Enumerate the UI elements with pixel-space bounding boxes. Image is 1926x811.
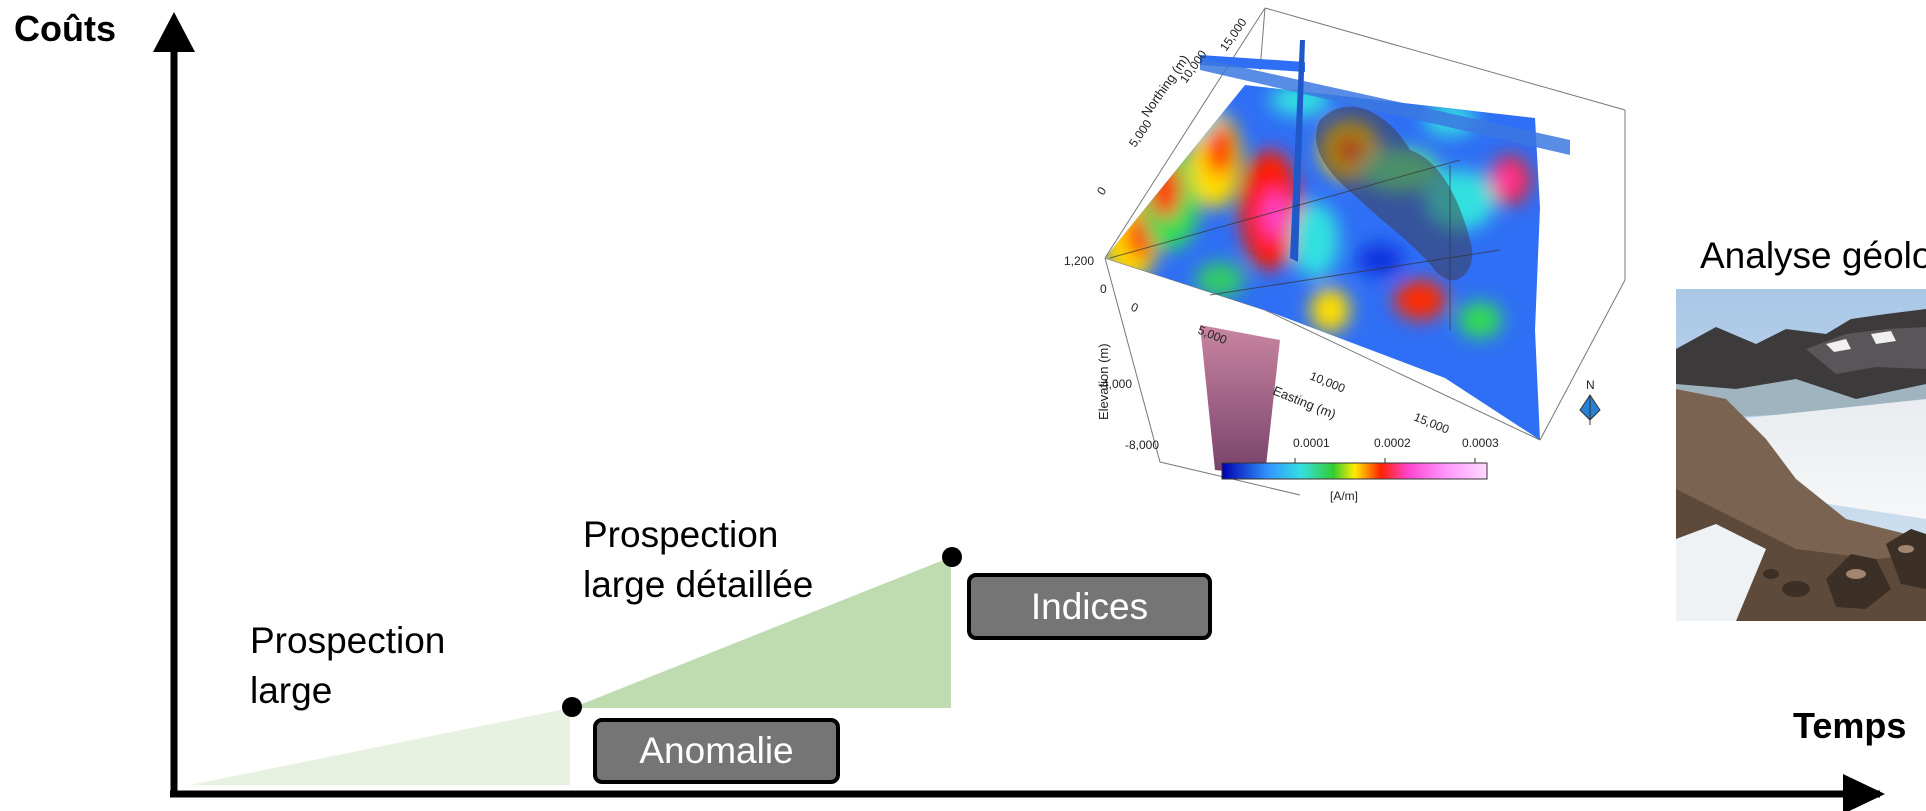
- field-photo: [1676, 289, 1926, 621]
- stage-1-label: Prospection large: [250, 620, 446, 711]
- magnetic-3d-figure: Northing (m) 0 5,000 10,000 15,000 Eleva…: [1064, 7, 1626, 503]
- x-axis-arrowhead: [1843, 774, 1885, 811]
- elevation-tick-1: 0: [1100, 282, 1107, 296]
- easting-tick-0: 0: [1129, 300, 1141, 316]
- colorbar-tick-0: 0.0001: [1293, 436, 1330, 450]
- y-axis-arrowhead: [153, 12, 195, 52]
- elevation-tick-0: 1,200: [1064, 254, 1094, 268]
- colorbar-tick-2: 0.0003: [1462, 436, 1499, 450]
- anomaly-slab: [1105, 85, 1540, 440]
- vertical-section: [1200, 325, 1280, 475]
- back-section: [1200, 55, 1305, 72]
- anomalie-box: Anomalie: [593, 718, 840, 784]
- stage-2-point: [942, 547, 962, 567]
- colorbar-tick-1: 0.0002: [1374, 436, 1411, 450]
- northing-tick-0: 0: [1094, 184, 1109, 198]
- stage-2-triangle: [572, 557, 951, 708]
- stage-1-point: [562, 697, 582, 717]
- indices-box: Indices: [967, 573, 1212, 640]
- easting-tick-3: 15,000: [1412, 410, 1452, 437]
- photo-caption: Analyse géolo: [1700, 235, 1926, 276]
- northing-tick-1: 5,000: [1126, 117, 1155, 150]
- y-axis-label: Coûts: [14, 8, 116, 49]
- north-arrow-icon: [1579, 394, 1601, 425]
- north-label: N: [1586, 378, 1595, 392]
- northing-tick-3: 15,000: [1217, 15, 1250, 53]
- colorbar: [1221, 462, 1488, 480]
- stage-2-label: Prospection large détaillée: [583, 514, 814, 605]
- elevation-tick-3: -8,000: [1125, 438, 1159, 452]
- elevation-label: Elevation (m): [1096, 343, 1111, 420]
- easting-tick-2: 10,000: [1308, 369, 1348, 396]
- x-axis-label: Temps: [1793, 705, 1907, 746]
- colorbar-ticks: [1294, 458, 1476, 463]
- colorbar-unit: [A/m]: [1330, 489, 1358, 503]
- northing-label: Northing (m): [1138, 52, 1192, 120]
- elevation-tick-2: -4,000: [1098, 377, 1132, 391]
- stage-1-triangle: [190, 708, 570, 785]
